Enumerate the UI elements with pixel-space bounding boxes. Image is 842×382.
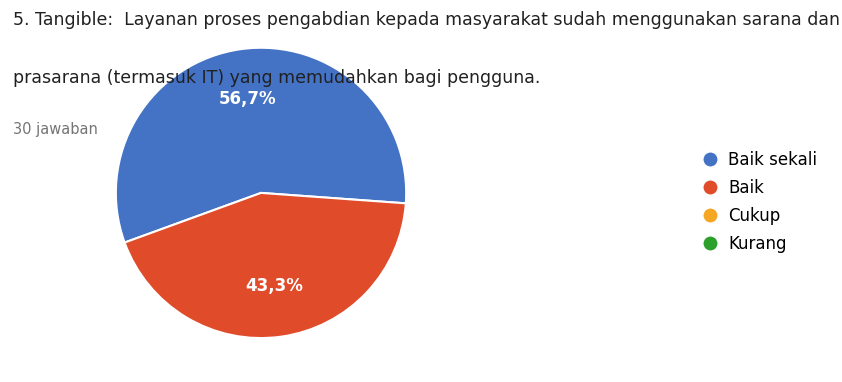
Wedge shape [116, 48, 406, 243]
Wedge shape [125, 193, 406, 338]
Legend: Baik sekali, Baik, Cukup, Kurang: Baik sekali, Baik, Cukup, Kurang [698, 143, 825, 262]
Text: 30 jawaban: 30 jawaban [13, 122, 98, 137]
Text: 43,3%: 43,3% [245, 277, 303, 295]
Text: 5. Tangible:  Layanan proses pengabdian kepada masyarakat sudah menggunakan sara: 5. Tangible: Layanan proses pengabdian k… [13, 11, 839, 29]
Text: 56,7%: 56,7% [219, 91, 277, 108]
Text: prasarana (termasuk IT) yang memudahkan bagi pengguna.: prasarana (termasuk IT) yang memudahkan … [13, 69, 540, 87]
